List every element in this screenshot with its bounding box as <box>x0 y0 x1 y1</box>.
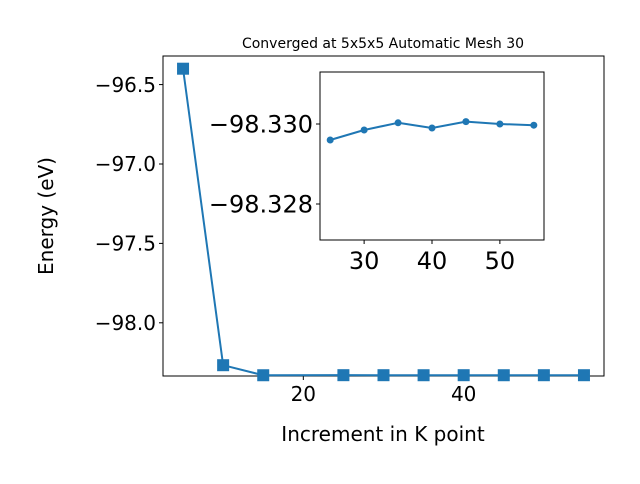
main-data-point <box>337 369 350 382</box>
main-x-tick-label: 40 <box>451 382 476 406</box>
main-data-point <box>257 369 270 382</box>
main-data-point <box>177 62 190 75</box>
inset-data-point <box>530 121 538 129</box>
main-x-tick-label: 20 <box>291 382 316 406</box>
main-series-line <box>182 68 584 377</box>
inset-data-point <box>394 119 402 127</box>
main-y-tick-label: −96.5 <box>95 73 156 97</box>
main-data-point <box>377 369 390 382</box>
inset-y-tick-label: −98.328 <box>209 191 313 219</box>
inset-data-point <box>462 118 470 126</box>
inset-y-tick-label: −98.330 <box>209 111 313 139</box>
inset-data-point <box>496 120 504 128</box>
y-axis-label: Energy (eV) <box>34 157 58 275</box>
inset-x-tick-label: 40 <box>417 247 448 275</box>
main-data-point <box>417 369 430 382</box>
main-y-tick-label: −97.5 <box>95 232 156 256</box>
inset-data-point <box>428 124 436 132</box>
inset-x-tick-label: 30 <box>349 247 380 275</box>
inset-data-point <box>326 136 334 144</box>
inset-x-tick-label: 50 <box>485 247 516 275</box>
main-data-point <box>217 359 230 372</box>
main-data-point <box>497 369 510 382</box>
chart-title: Converged at 5x5x5 Automatic Mesh 30 <box>242 36 524 52</box>
main-y-tick-label: −97.0 <box>95 152 156 176</box>
main-data-point <box>457 369 470 382</box>
main-y-tick-label: −98.0 <box>95 311 156 335</box>
inset-data-point <box>360 126 368 134</box>
inset-axes-frame <box>319 71 545 241</box>
main-data-point <box>577 369 590 382</box>
x-axis-label: Increment in K point <box>281 422 485 446</box>
inset-plot: 30 40 50 −98.330 −98.328 <box>209 71 545 275</box>
main-data-point <box>537 369 550 382</box>
